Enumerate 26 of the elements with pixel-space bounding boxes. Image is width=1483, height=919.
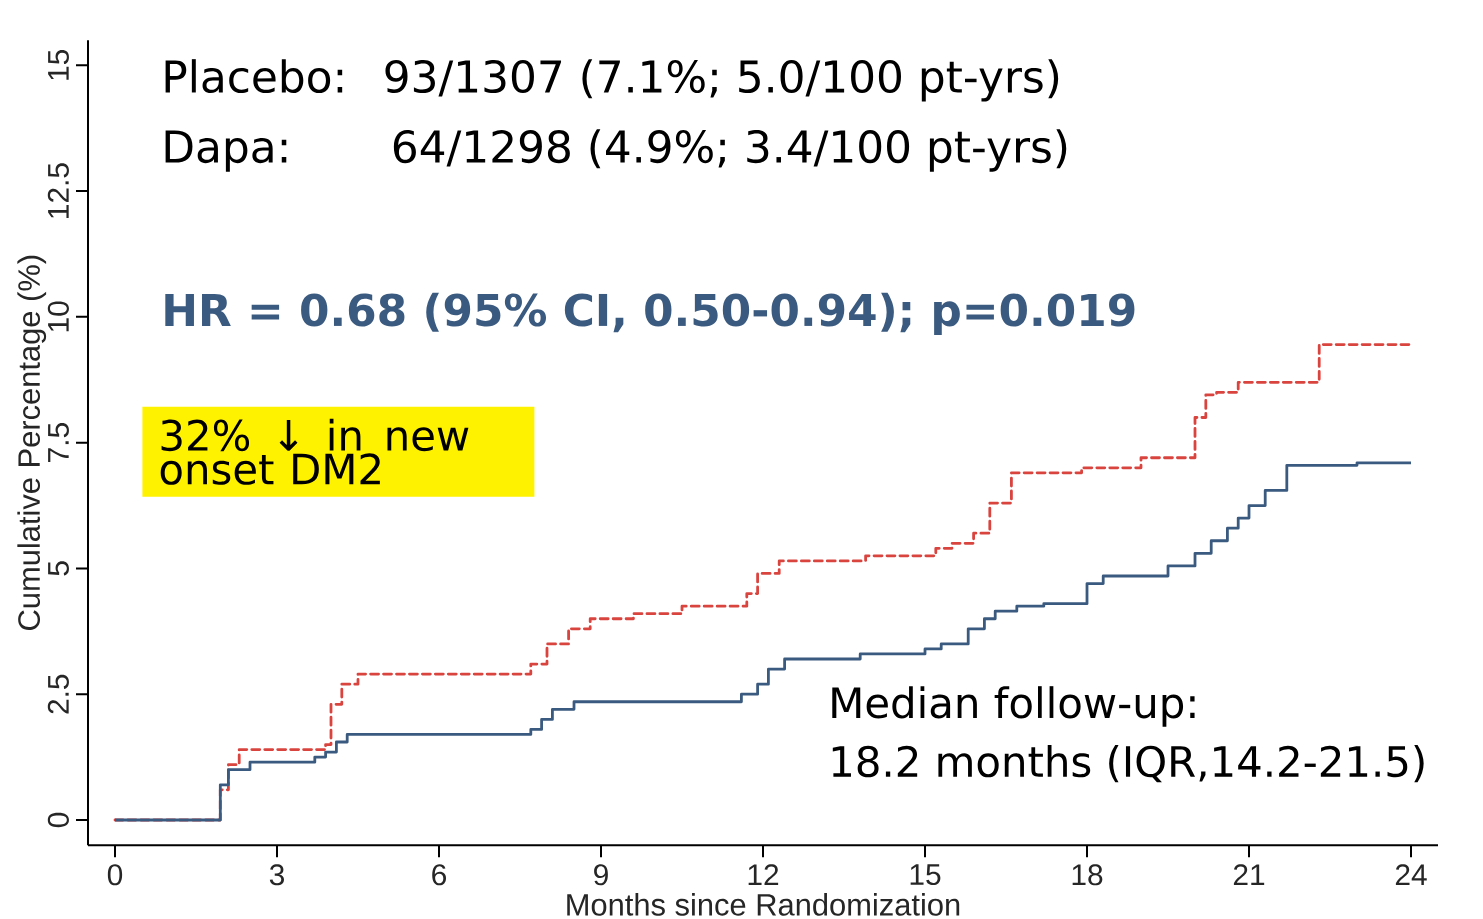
x-axis-title: Months since Randomization <box>567 893 960 916</box>
y-tick-label: 15 <box>48 49 69 80</box>
y-tick-label: 0 <box>47 812 69 828</box>
x-tick-label: 3 <box>269 864 284 886</box>
x-tick-label: 0 <box>107 864 123 886</box>
annotation: Median follow-up: <box>832 686 1195 727</box>
y-tick-label: 5 <box>48 561 69 576</box>
x-tick-label: 6 <box>432 864 446 886</box>
y-tick-label: 2.5 <box>47 674 69 714</box>
annotation: HR = 0.68 (95% CI, 0.50-0.94); p=0.019 <box>165 292 1135 336</box>
x-tick-label: 15 <box>910 864 941 886</box>
annotation: 18.2 months (IQR,14.2-21.5) <box>832 744 1424 783</box>
x-tick-label: 12 <box>748 864 779 886</box>
y-tick-label: 10 <box>47 301 69 332</box>
x-tick-label: 21 <box>1233 864 1265 886</box>
x-tick-label: 24 <box>1395 864 1427 886</box>
annotation: Dapa: <box>165 130 287 172</box>
annotation: 32% ↓ in new onset DM2 <box>160 418 469 485</box>
annotation: 64/1298 (4.9%; 3.4/100 pt-yrs) <box>393 129 1067 172</box>
y-tick-label: 12.5 <box>47 163 69 218</box>
y-tick-label: 7.5 <box>48 423 69 462</box>
x-tick-label: 9 <box>594 864 608 886</box>
y-axis-title: Cumulative Percentage (%) <box>17 255 47 630</box>
x-tick-label: 18 <box>1072 864 1103 886</box>
annotation: Placebo: <box>165 59 343 94</box>
annotation: 93/1307 (7.1%; 5.0/100 pt-yrs) <box>385 59 1059 102</box>
